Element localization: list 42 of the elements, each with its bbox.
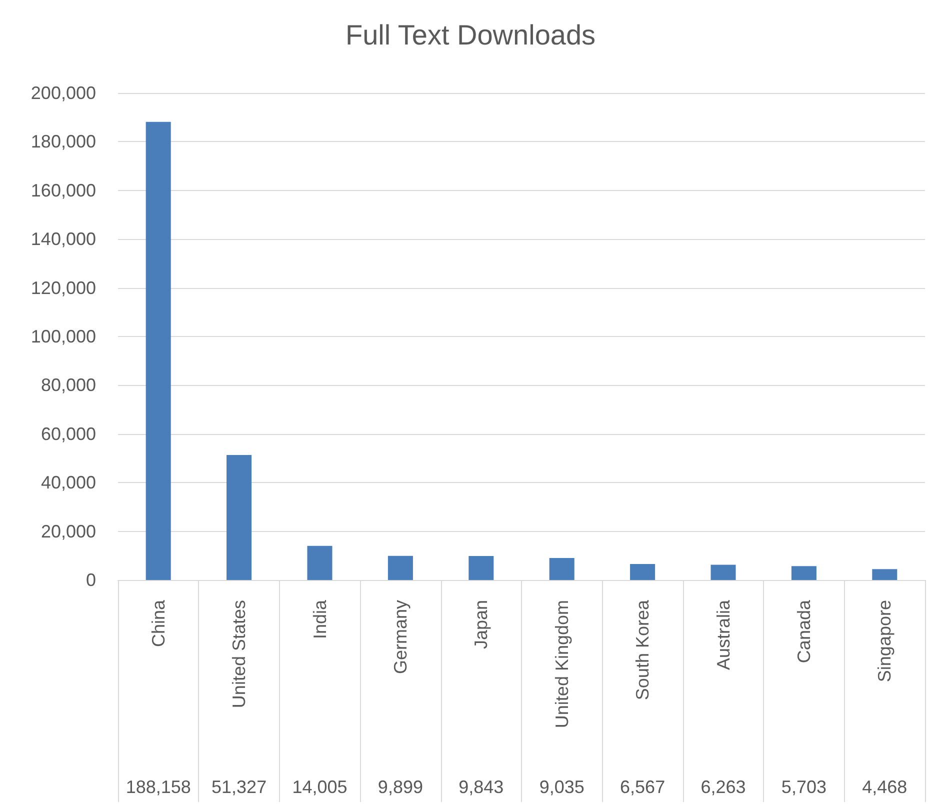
y-tick-label: 140,000 [30,229,96,250]
bar [872,569,898,580]
x-tick-label: Canada [794,599,814,664]
data-label: 9,899 [378,777,423,797]
data-label: 5,703 [781,777,826,797]
x-tick-label: Australia [713,599,734,670]
x-tick-label: China [148,599,168,648]
data-label: 51,327 [212,777,267,797]
x-tick-label: United Kingdom [552,600,572,728]
bar [226,455,252,580]
y-tick-label: 0 [86,570,96,590]
x-tick-label: United States [229,600,250,708]
bar [791,566,816,580]
bar [710,564,736,580]
x-tick-label: South Korea [632,599,653,700]
x-tick-label: Japan [471,600,492,650]
bar [549,558,574,580]
data-label: 6,263 [700,777,746,797]
y-tick-label: 120,000 [30,278,96,298]
x-tick-label: Germany [390,600,410,674]
data-label: 188,158 [126,777,191,797]
x-tick-label: India [310,599,330,640]
bar [146,122,171,580]
bar [468,556,494,580]
y-tick-label: 180,000 [30,132,96,152]
x-tick-label: Singapore [874,600,895,682]
y-tick-label: 80,000 [40,375,96,396]
chart-title: Full Text Downloads [345,20,596,50]
y-tick-label: 60,000 [40,424,96,444]
y-tick-label: 100,000 [30,326,96,346]
data-label: 9,843 [458,777,504,797]
y-tick-label: 200,000 [30,83,96,103]
bar [388,556,413,580]
y-tick-label: 20,000 [40,521,96,542]
y-tick-label: 160,000 [30,180,96,200]
data-label: 14,005 [292,777,348,797]
data-label: 6,567 [620,777,666,797]
data-label: 4,468 [862,777,908,797]
data-label: 9,035 [539,777,584,797]
bar [307,546,332,580]
bar [630,564,656,580]
y-tick-label: 40,000 [40,472,96,493]
